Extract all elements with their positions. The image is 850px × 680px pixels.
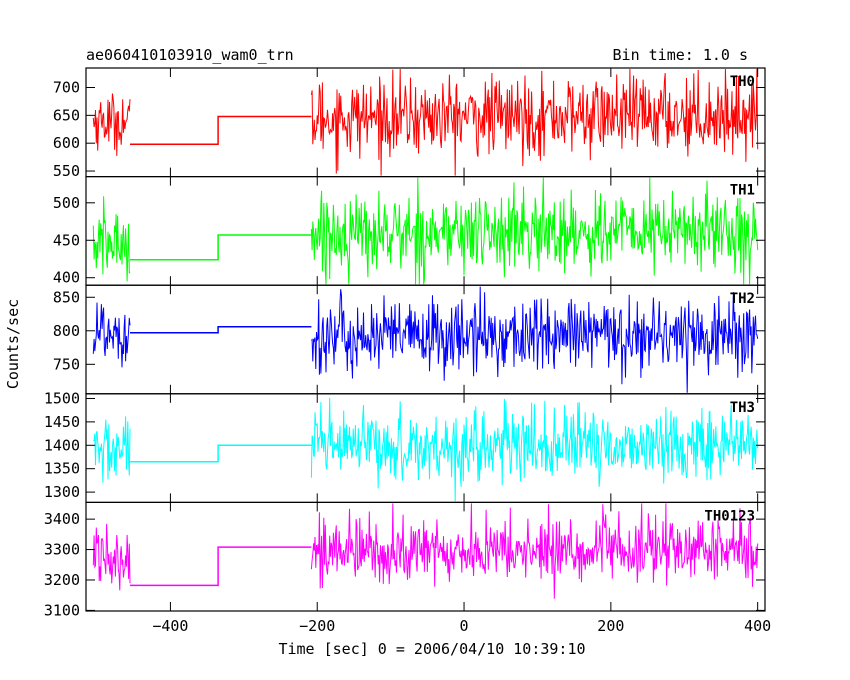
y-tick-label: 850 xyxy=(53,288,80,306)
x-tick-label: −200 xyxy=(299,617,335,635)
panel-label-th2: TH2 xyxy=(730,291,755,307)
panel-th2: 750 800 850 TH2 xyxy=(53,284,766,395)
panel-frame xyxy=(85,501,766,612)
x-tick-label: 0 xyxy=(460,617,469,635)
y-tick-label: 750 xyxy=(53,355,80,373)
x-tick-label: 400 xyxy=(744,617,771,635)
th0123-series-steps xyxy=(130,546,312,587)
th2-series-pre-gap xyxy=(92,302,131,368)
y-tick-label: 3200 xyxy=(44,571,80,589)
y-tick-label: 700 xyxy=(53,78,80,96)
th2-series-post-gap xyxy=(311,286,759,393)
y-axis-label: Counts/sec xyxy=(4,299,22,389)
th3-series-post-gap xyxy=(310,397,759,502)
th3-series-steps xyxy=(130,444,312,463)
y-tick-label: 450 xyxy=(53,231,80,249)
th1-series-pre-gap xyxy=(92,196,131,282)
y-tick-label: 550 xyxy=(53,162,80,180)
x-tick-label: 200 xyxy=(597,617,624,635)
y-tick-label: 500 xyxy=(53,194,80,212)
x-tick-label: −400 xyxy=(152,617,188,635)
panel-th0123: 3100 3200 3300 3400 TH0123 xyxy=(44,501,766,619)
panel-label-th3: TH3 xyxy=(730,400,755,416)
y-tick-label: 400 xyxy=(53,269,80,287)
th1-series-steps xyxy=(130,234,312,261)
chart-title: ae060410103910_wam0_trn xyxy=(86,46,294,64)
y-tick-label: 3400 xyxy=(44,510,80,528)
panel-label-th1: TH1 xyxy=(730,183,755,199)
panels-group: 550 600 650 700 TH0 400 450 500 TH1 750 800 850 TH2 1… xyxy=(44,67,771,635)
panel-th0: 550 600 650 700 TH0 xyxy=(53,67,766,180)
th0-series-post-gap xyxy=(310,68,759,176)
y-tick-label: 800 xyxy=(53,322,80,340)
y-tick-label: 1300 xyxy=(44,483,80,501)
panel-th3: 1300 1350 1400 1450 1500 TH3 xyxy=(44,389,766,503)
th0-series-steps xyxy=(130,115,312,146)
th1-series-post-gap xyxy=(310,177,759,285)
th0-series-pre-gap xyxy=(92,93,131,156)
th3-series-pre-gap xyxy=(93,416,131,483)
panel-frame xyxy=(85,67,766,178)
y-tick-label: 3300 xyxy=(44,541,80,559)
panel-label-th0123: TH0123 xyxy=(704,508,755,524)
y-tick-label: 1450 xyxy=(44,413,80,431)
y-tick-label: 3100 xyxy=(44,601,80,619)
x-axis-label: Time [sec] 0 = 2006/04/10 10:39:10 xyxy=(278,640,585,658)
y-tick-label: 1500 xyxy=(44,389,80,407)
bin-time-label: Bin time: 1.0 s xyxy=(613,46,748,64)
panel-label-th0: TH0 xyxy=(730,74,755,90)
th2-series-steps xyxy=(130,326,312,334)
y-tick-label: 600 xyxy=(53,134,80,152)
y-tick-label: 650 xyxy=(53,106,80,124)
th0123-series-post-gap xyxy=(310,503,759,599)
th0123-series-pre-gap xyxy=(92,523,131,591)
y-tick-label: 1350 xyxy=(44,460,80,478)
panel-frame xyxy=(85,284,766,395)
panel-th1: 400 450 500 TH1 xyxy=(53,176,766,287)
y-tick-label: 1400 xyxy=(44,436,80,454)
